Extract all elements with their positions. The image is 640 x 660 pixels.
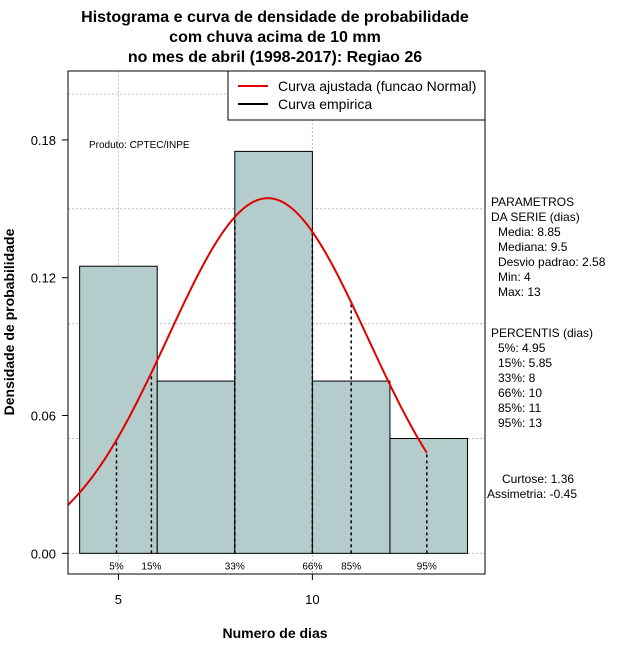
curve-layer xyxy=(67,197,428,506)
legend-label-normal: Curva ajustada (funcao Normal) xyxy=(278,78,476,94)
percentis-line-66: 66%: 10 xyxy=(498,386,542,400)
percentile-label-3: 66% xyxy=(302,561,322,572)
histogram-bar-4 xyxy=(389,437,469,554)
bars-layer xyxy=(79,150,469,554)
percentis-header: PERCENTIS (dias) xyxy=(491,326,593,340)
y-axis-title: Densidade de probabilidade xyxy=(1,228,17,415)
y-tick-label-2: 0.12 xyxy=(31,271,56,286)
histogram-bar-2 xyxy=(234,150,313,554)
shape-stats-panel: Curtose: 1.36 Assimetria: -0.45 xyxy=(487,472,577,501)
parametros-line-media: Media: 8.85 xyxy=(498,225,561,239)
x-tick-label-0: 5 xyxy=(115,592,122,607)
percentile-label-0: 5% xyxy=(109,561,124,572)
percentile-label-4: 85% xyxy=(341,561,361,572)
parametros-panel: PARAMETROS DA SERIE (dias) Media: 8.85 M… xyxy=(491,195,606,299)
legend-label-empirical: Curva empirica xyxy=(278,96,372,112)
y-tick-label-3: 0.18 xyxy=(31,133,56,148)
product-annotation: Produto: CPTEC/INPE xyxy=(89,140,190,151)
y-tick-label-0: 0.00 xyxy=(31,546,56,561)
chart-title-line-3: no mes de abril (1998-2017): Regiao 26 xyxy=(128,49,422,66)
percentis-line-33: 33%: 8 xyxy=(498,371,536,385)
histogram-bar-0 xyxy=(79,265,158,554)
y-tick-label-1: 0.06 xyxy=(31,409,56,424)
x-tick-label-1: 10 xyxy=(305,592,319,607)
percentis-panel: PERCENTIS (dias) 5%: 4.95 15%: 5.85 33%:… xyxy=(491,326,593,430)
parametros-header-1: PARAMETROS xyxy=(491,195,574,209)
axes-layer: 5 10 0.00 0.06 0.12 0.18 xyxy=(31,133,320,607)
assimetria-text: Assimetria: -0.45 xyxy=(487,487,577,501)
percentile-label-1: 15% xyxy=(141,561,161,572)
percentile-label-2: 33% xyxy=(225,561,245,572)
legend-box xyxy=(227,70,486,121)
curtose-text: Curtose: 1.36 xyxy=(502,472,574,486)
normal-curve-line xyxy=(67,197,428,506)
percentis-line-5: 5%: 4.95 xyxy=(498,341,546,355)
percentis-line-15: 15%: 5.85 xyxy=(498,356,552,370)
percentile-lines-layer: 5% 15% 33% 66% 85% 95% xyxy=(109,216,437,572)
histogram-bar-1 xyxy=(156,380,236,554)
x-axis-title: Numero de dias xyxy=(222,625,327,641)
parametros-header-2: DA SERIE (dias) xyxy=(491,210,580,224)
parametros-line-min: Min: 4 xyxy=(498,270,531,284)
parametros-line-mediana: Mediana: 9.5 xyxy=(498,240,568,254)
percentile-label-5: 95% xyxy=(417,561,437,572)
parametros-line-max: Max: 13 xyxy=(498,285,541,299)
legend: Curva ajustada (funcao Normal) Curva emp… xyxy=(227,70,486,121)
parametros-line-desvio: Desvio padrao: 2.58 xyxy=(498,255,606,269)
percentis-line-95: 95%: 13 xyxy=(498,416,542,430)
chart-title-line-1: Histograma e curva de densidade de proba… xyxy=(81,9,469,26)
percentis-line-85: 85%: 11 xyxy=(498,401,541,415)
chart-title-line-2: com chuva acima de 10 mm xyxy=(169,29,381,46)
